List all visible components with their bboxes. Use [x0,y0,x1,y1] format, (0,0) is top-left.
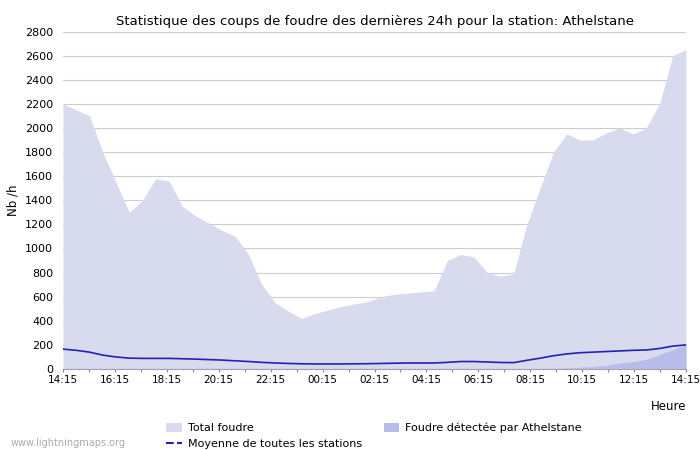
Y-axis label: Nb /h: Nb /h [6,184,20,216]
Title: Statistique des coups de foudre des dernières 24h pour la station: Athelstane: Statistique des coups de foudre des dern… [116,14,634,27]
Text: www.lightningmaps.org: www.lightningmaps.org [10,438,125,448]
Legend: Total foudre, Moyenne de toutes les stations, Foudre détectée par Athelstane: Total foudre, Moyenne de toutes les stat… [162,418,586,450]
Text: Heure: Heure [650,400,686,413]
